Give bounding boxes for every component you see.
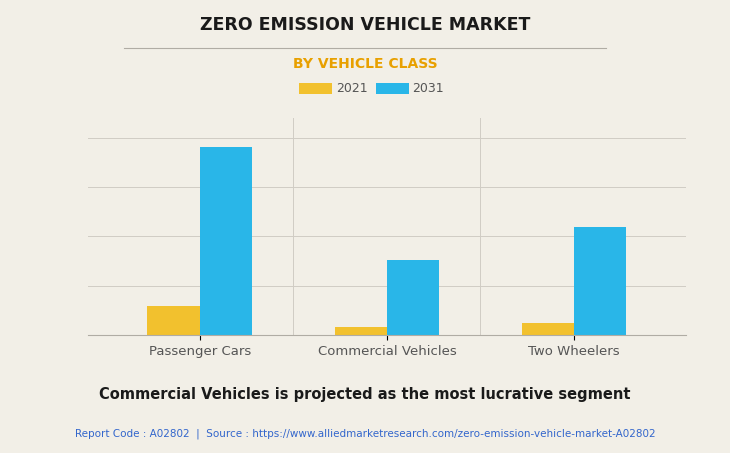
Text: ZERO EMISSION VEHICLE MARKET: ZERO EMISSION VEHICLE MARKET [200,16,530,34]
Text: 2031: 2031 [412,82,444,95]
Bar [387,260,439,335]
Bar [147,306,200,335]
Bar [574,226,626,335]
Text: BY VEHICLE CLASS: BY VEHICLE CLASS [293,57,437,71]
Bar [334,328,387,335]
Text: Commercial Vehicles is projected as the most lucrative segment: Commercial Vehicles is projected as the … [99,387,631,402]
Text: 2021: 2021 [336,82,367,95]
Text: Report Code : A02802  |  Source : https://www.alliedmarketresearch.com/zero-emis: Report Code : A02802 | Source : https://… [74,428,656,439]
Bar [521,323,574,335]
Bar [200,147,253,335]
